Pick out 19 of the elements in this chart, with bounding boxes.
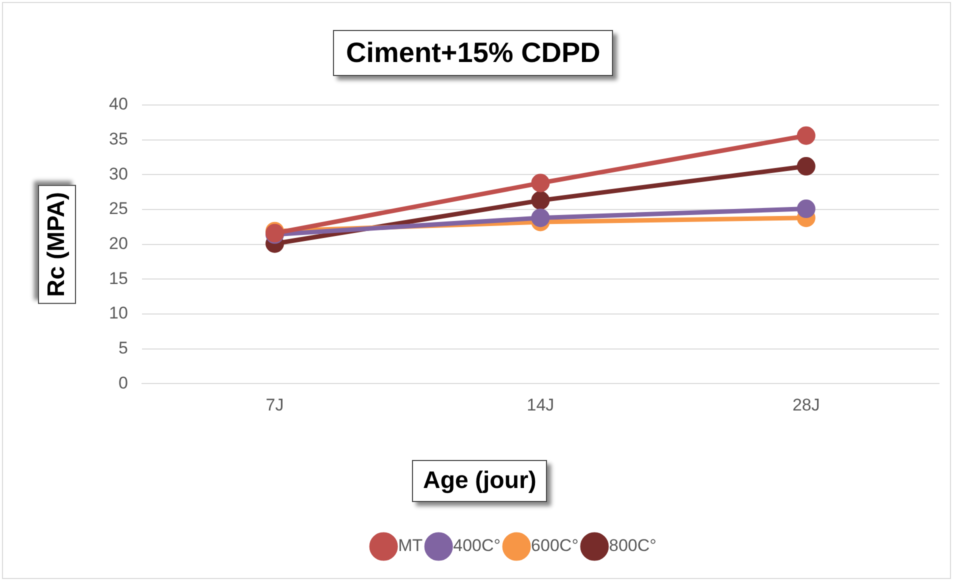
x-axis-title: Age (jour) <box>412 460 548 502</box>
legend-label: 800C° <box>608 536 656 556</box>
y-tick-label: 5 <box>118 338 128 358</box>
legend-label: 400C° <box>453 536 501 556</box>
legend-label: 600C° <box>531 536 579 556</box>
y-tick-label: 15 <box>108 268 128 288</box>
y-tick-label: 25 <box>108 199 128 218</box>
x-tick-label: 7J <box>266 395 284 414</box>
y-tick-label: 35 <box>108 130 128 149</box>
y-tick-label: 10 <box>108 304 128 323</box>
x-tick-label: 14J <box>526 395 554 414</box>
y-tick-label: 0 <box>118 373 128 392</box>
x-tick-label: 28J <box>792 395 820 414</box>
y-tick-label: 20 <box>108 234 128 253</box>
y-tick-label: 30 <box>108 164 128 184</box>
y-tick-label: 40 <box>108 94 128 114</box>
legend-label: MT <box>398 536 423 556</box>
chart-title: Ciment+15% CDPD <box>333 30 614 76</box>
y-axis-title: Rc (MPA) <box>38 185 76 304</box>
